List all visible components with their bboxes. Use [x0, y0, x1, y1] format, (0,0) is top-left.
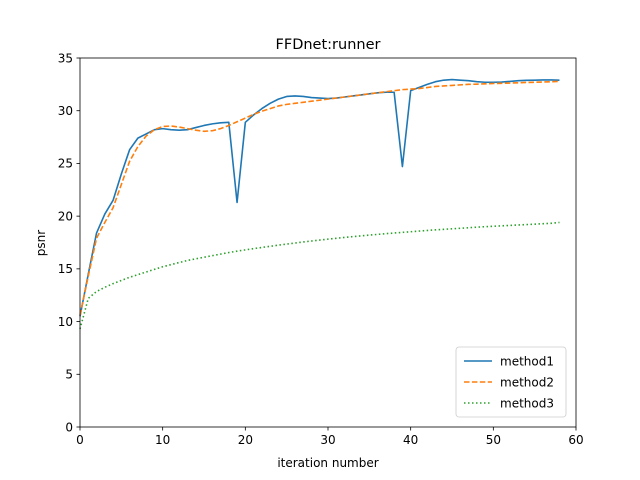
- legend-label-method3: method3: [500, 396, 554, 410]
- y-tick-label: 15: [58, 262, 73, 276]
- y-tick-label: 0: [65, 420, 73, 434]
- x-tick-label: 60: [568, 433, 583, 447]
- chart-title: FFDnet:runner: [276, 37, 381, 53]
- legend-label-method1: method1: [500, 354, 554, 368]
- legend-box: [455, 346, 567, 418]
- x-tick-label: 50: [486, 433, 501, 447]
- y-tick-label: 35: [58, 51, 73, 65]
- series-line-method2: [79, 80, 560, 316]
- axes: 0 10 20 30 40 50 60 0 5 10 15 20 25 30 35: [58, 51, 584, 447]
- series-line-method3: [79, 221, 560, 330]
- y-tick-label: 10: [58, 315, 73, 329]
- x-tick-label: 10: [155, 433, 170, 447]
- legend: method1 method2 method3: [455, 346, 567, 418]
- x-tick-label: 0: [76, 433, 84, 447]
- y-tick-label: 25: [58, 157, 73, 171]
- y-axis-label: psnr: [34, 230, 48, 256]
- y-tick-label: 30: [58, 104, 73, 118]
- x-tick-label: 30: [320, 433, 335, 447]
- legend-label-method2: method2: [500, 375, 554, 389]
- x-axis-label: iteration number: [277, 456, 378, 470]
- y-tick-label: 5: [65, 368, 73, 382]
- y-tick-label: 20: [58, 209, 73, 223]
- x-tick-label: 40: [403, 433, 418, 447]
- series-line-method1: [79, 78, 560, 317]
- x-tick-label: 20: [238, 433, 253, 447]
